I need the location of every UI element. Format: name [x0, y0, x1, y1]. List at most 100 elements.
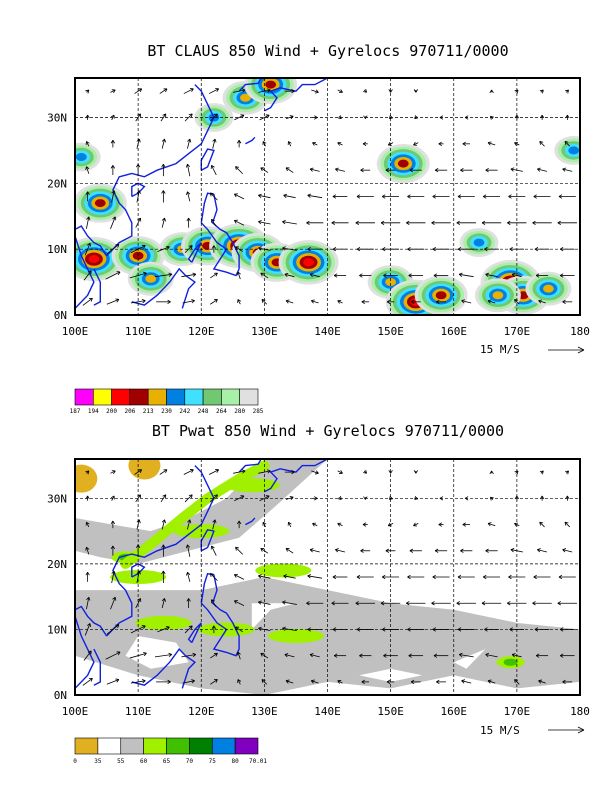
coastline-segment: [264, 459, 328, 493]
vector-head: [508, 574, 512, 580]
vector-shaft: [562, 168, 573, 172]
colorbar-swatch: [221, 388, 240, 406]
wind-vector: [514, 679, 520, 685]
wind-vector: [186, 217, 191, 228]
vector-shaft: [134, 469, 142, 475]
vector-shaft: [209, 573, 218, 581]
wind-vector: [564, 141, 571, 147]
vector-head: [111, 89, 116, 94]
wind-vector: [110, 596, 117, 610]
vector-head: [356, 247, 361, 252]
vector-shaft: [337, 89, 343, 93]
wind-vector: [434, 168, 448, 173]
wind-vector: [457, 247, 475, 252]
vector-head: [457, 574, 462, 580]
wind-vector: [110, 114, 115, 121]
reference-vector-head: [577, 346, 585, 354]
vector-shaft: [511, 654, 522, 658]
vector-head: [511, 272, 516, 278]
vector-head: [409, 548, 414, 553]
wind-vector: [110, 140, 116, 148]
wind-vector: [156, 299, 171, 304]
vector-head: [115, 678, 120, 683]
vector-head: [332, 574, 337, 580]
vector-shaft: [237, 679, 241, 685]
vector-head: [457, 247, 462, 252]
wind-vector: [387, 522, 394, 527]
wind-vector: [182, 679, 195, 684]
x-tick-label: 130E: [251, 705, 278, 718]
reference-vector-label: 15 M/S: [480, 724, 520, 737]
wind-vector: [382, 194, 400, 199]
vector-head: [186, 571, 191, 576]
wind-vector: [337, 470, 343, 474]
wind-vector: [481, 601, 502, 606]
vector-head: [240, 495, 245, 500]
wind-vector: [208, 469, 220, 475]
vector-shaft: [307, 575, 323, 579]
wind-vector: [332, 247, 348, 252]
vector-shaft: [184, 245, 193, 254]
wind-vector: [111, 570, 116, 584]
vector-shaft: [309, 654, 320, 658]
vector-head: [431, 601, 435, 606]
vector-shaft: [111, 495, 115, 501]
vector-head: [434, 168, 439, 173]
wind-vector: [186, 571, 191, 582]
wind-vector: [309, 653, 320, 658]
wind-vector: [209, 192, 218, 201]
vector-head: [86, 216, 91, 221]
wind-vector: [462, 522, 470, 527]
vector-head: [85, 521, 90, 526]
vector-head: [266, 88, 271, 93]
vector-shaft: [337, 680, 343, 684]
vector-head: [458, 652, 463, 658]
wind-vector: [533, 194, 551, 199]
vector-head: [559, 273, 564, 278]
wind-vector: [332, 574, 348, 580]
vector-shaft: [237, 651, 241, 660]
convective-cell: [474, 278, 521, 313]
vector-head: [413, 470, 419, 474]
vector-head: [361, 299, 365, 304]
wind-vector: [539, 495, 545, 501]
vector-head: [283, 193, 288, 198]
vector-shaft: [161, 138, 165, 149]
vector-shaft: [335, 549, 346, 553]
wind-vector: [511, 272, 522, 278]
colorbar-swatch: [120, 737, 144, 755]
wind-vector: [135, 217, 142, 228]
pwat-dry-region: [128, 459, 161, 480]
vector-head: [407, 627, 411, 632]
vector-head: [291, 89, 295, 94]
vector-head: [434, 548, 439, 553]
wind-vector: [184, 625, 193, 634]
vector-head: [456, 220, 460, 225]
vector-shaft: [234, 600, 245, 606]
vector-shaft: [311, 470, 319, 474]
vector-shaft: [105, 651, 121, 660]
vector-head: [514, 114, 520, 119]
colorbar-level-label: 248: [198, 408, 209, 415]
wind-vector: [233, 193, 245, 200]
vector-shaft: [337, 142, 343, 146]
vector-head: [337, 522, 342, 527]
wind-vector: [210, 299, 218, 305]
vector-shaft: [182, 680, 195, 684]
wind-vector: [283, 193, 296, 199]
cell-ring: [397, 159, 409, 168]
vector-head: [333, 653, 338, 658]
vector-head: [85, 546, 90, 551]
vector-head: [211, 599, 215, 604]
wind-vector: [383, 653, 398, 658]
wind-vector: [562, 299, 573, 304]
vector-shaft: [110, 470, 116, 474]
vector-shaft: [539, 141, 545, 147]
cell-ring: [240, 93, 251, 102]
vector-shaft: [258, 601, 271, 605]
wind-vector: [538, 679, 546, 684]
vector-head: [562, 679, 566, 685]
wind-vector: [457, 627, 475, 632]
wind-vector: [110, 495, 115, 501]
vector-head: [439, 496, 444, 501]
